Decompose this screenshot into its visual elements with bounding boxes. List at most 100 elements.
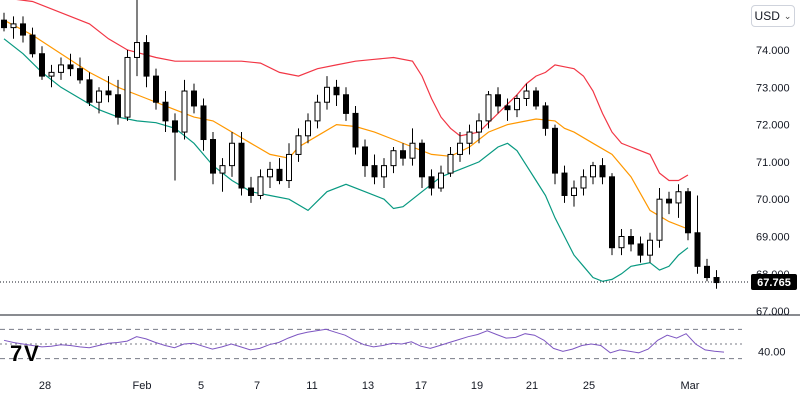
candle-body [96,90,102,103]
candle-body [438,172,444,189]
candle-body [267,168,273,178]
candle-body [675,191,682,204]
candle-body [248,187,254,196]
candle-body [485,94,492,122]
candle-body [352,112,359,148]
y-tick-label: 74.000 [756,45,790,57]
x-tick-label: 21 [526,380,538,392]
candle-body [229,142,235,167]
candle-body [162,101,169,122]
bollinger-bands [3,0,689,282]
rsi-pane[interactable]: 40.00 [0,328,786,360]
x-tick-label: 11 [306,380,317,392]
candle-body [115,94,121,118]
candle-body [571,187,577,196]
x-tick-label: Mar [681,380,700,392]
candle-body [210,139,216,174]
candle-body [428,176,435,189]
candle-body [419,142,425,178]
x-tick-label: Feb [133,380,152,392]
candle-body [466,131,473,144]
candle-body [609,176,615,249]
candle-body [219,165,226,174]
candlestick-series [1,0,720,289]
y-tick-label: 70.000 [756,194,790,206]
y-tick-label: 71.000 [756,157,790,169]
y-tick-label: 67.000 [756,306,790,318]
candle-body [172,120,178,133]
candle-body [371,165,378,178]
candle-body [685,191,691,234]
candle-body [238,142,245,189]
candle-body [514,97,520,111]
candle-body [153,75,159,103]
candle-body [333,86,340,96]
candle-body [637,243,644,256]
tradingview-logo-icon: 7 [10,341,22,366]
lower-band-line [3,38,689,282]
candle-body [533,90,539,107]
currency-selector-button[interactable]: USD ⌄ [751,5,795,27]
y-tick-label: 69.000 [756,232,790,244]
candle-body [105,90,112,96]
y-tick-label: 72.000 [756,120,790,132]
candle-body [542,105,549,129]
candle-body [704,265,710,279]
candle-body [694,232,701,267]
candle-body [390,150,397,167]
candle-body [523,90,530,99]
x-tick-label: 25 [583,380,595,392]
candle-body [58,64,64,73]
candle-body [314,101,321,122]
candle-body [324,86,330,103]
x-tick-label: 19 [471,380,483,392]
candle-body [362,146,368,167]
candle-body [343,94,349,114]
candle-body [29,34,36,55]
candle-body [409,142,416,159]
time-axis[interactable]: 28 Feb 5 7 11 13 17 19 21 25 Mar [39,380,700,392]
x-tick-label: 28 [39,380,51,392]
candle-body [124,56,131,118]
candle-body [10,23,17,29]
candle-body [200,105,207,141]
candle-body [295,135,302,155]
upper-band-line [16,0,689,182]
candle-body [276,168,283,182]
candle-body [86,79,93,103]
candle-body [1,19,7,29]
candle-body [381,165,387,178]
candle-body [647,239,653,256]
candle-body [286,153,292,182]
x-tick-label: 13 [362,380,374,392]
x-tick-label: 5 [198,380,204,392]
candle-body [590,165,596,178]
candle-body [628,236,634,245]
candle-body [457,142,463,155]
candle-body [580,176,587,189]
candle-body [552,127,558,174]
rsi-y-tick-label: 40.00 [758,346,786,358]
tradingview-logo[interactable]: 7 V [10,341,39,366]
last-price-label: 67.765 [757,277,791,289]
candle-body [20,23,26,36]
svg-text:V: V [24,341,39,366]
current-price-tag: 67.765 [751,274,797,290]
y-tick-label: 73.000 [756,82,790,94]
x-tick-label: 7 [254,380,260,392]
candle-body [67,64,74,70]
candle-body [656,198,663,241]
candle-body [48,71,55,77]
currency-label: USD [754,9,780,23]
candle-body [599,165,606,178]
candle-body [77,68,83,81]
candle-body [191,90,197,107]
middle-band-line [3,19,689,230]
candle-body [476,120,482,133]
candle-body [504,105,511,111]
rsi-line [3,328,725,354]
candle-body [39,53,45,77]
candle-body [495,94,501,107]
candle-body [143,42,150,77]
